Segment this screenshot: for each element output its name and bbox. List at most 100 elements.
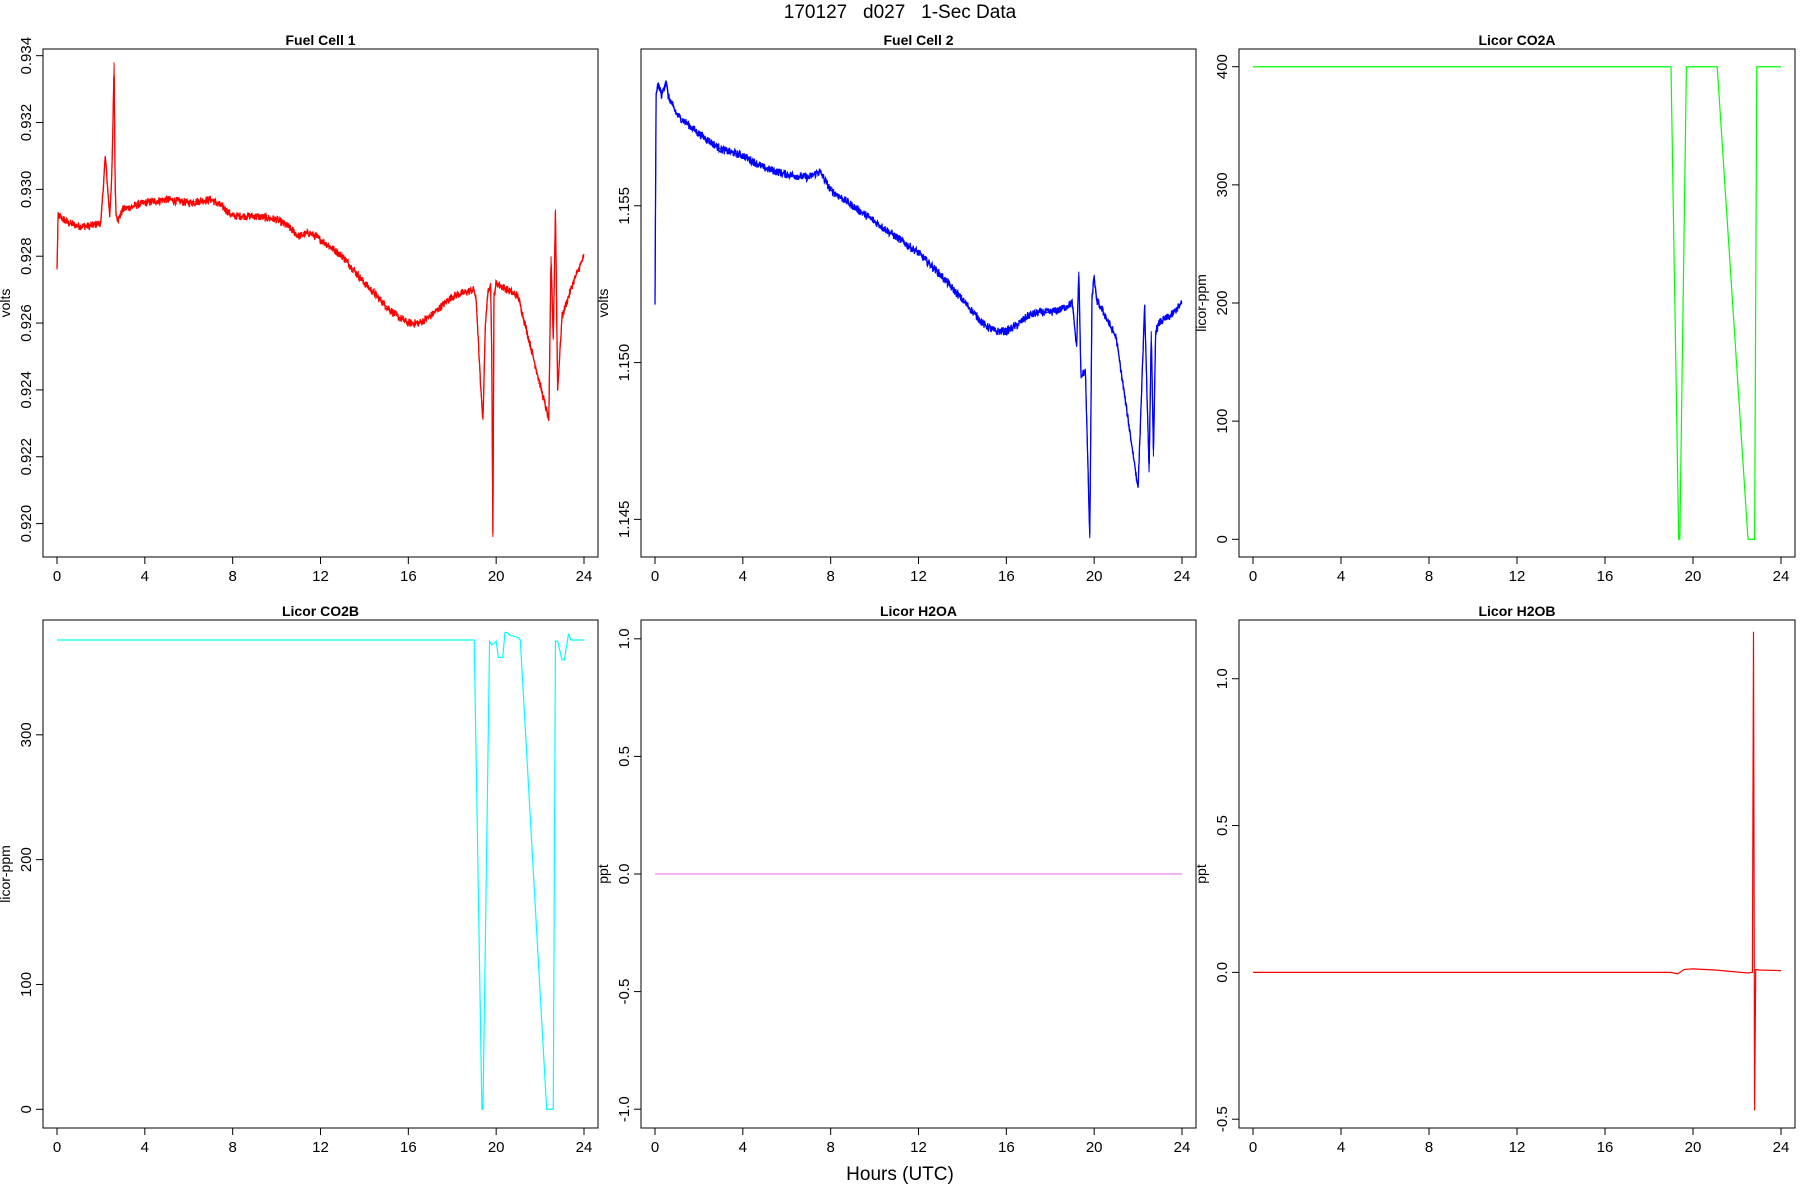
y-axis-label: volts — [595, 289, 611, 318]
x-tick-label: 0 — [651, 1139, 659, 1156]
x-tick-label: 20 — [1086, 1139, 1103, 1156]
series-line — [1253, 66, 1781, 540]
x-tick-label: 8 — [228, 568, 236, 585]
x-tick-label: 4 — [1337, 1139, 1345, 1156]
x-tick-label: 4 — [141, 1139, 149, 1156]
series-line — [1253, 631, 1782, 1111]
y-tick-label: -0.5 — [1214, 1106, 1231, 1132]
x-tick-label: 16 — [400, 568, 417, 585]
y-tick-label: 1.155 — [616, 187, 633, 225]
x-tick-label: 16 — [998, 568, 1015, 585]
x-tick-label: 24 — [1773, 1139, 1790, 1156]
y-tick-label: 200 — [18, 847, 35, 872]
y-axis-label: volts — [0, 289, 13, 318]
y-tick-label: 0.5 — [1214, 815, 1231, 836]
series-line — [57, 631, 584, 1110]
y-tick-label: 200 — [1214, 290, 1231, 315]
x-tick-label: 20 — [488, 568, 505, 585]
x-tick-label: 12 — [910, 1139, 927, 1156]
y-tick-label: 0.926 — [18, 304, 35, 342]
series-line — [654, 81, 1183, 535]
y-tick-label: 0.0 — [616, 864, 633, 885]
panel-5: Licor H2OA 0 4 8 12 16 20 24 -1.0 -0.5 0.0 0.5 1.0 pp… — [595, 603, 1197, 1156]
x-tick-label: 4 — [1337, 568, 1345, 585]
plot-frame — [1238, 619, 1796, 1129]
y-tick-label: 300 — [1214, 172, 1231, 197]
x-tick-label: 12 — [312, 568, 329, 585]
panel-title: Licor CO2B — [282, 603, 359, 619]
y-tick-label: 300 — [18, 722, 35, 747]
panel-title: Fuel Cell 2 — [883, 32, 953, 48]
x-tick-label: 16 — [998, 1139, 1015, 1156]
x-tick-label: 20 — [1685, 568, 1702, 585]
plot-frame — [42, 48, 599, 558]
x-tick-label: 24 — [1174, 568, 1191, 585]
panel-3: Licor CO2A 0 4 8 12 16 20 24 0 100 200 300 400 licor-… — [1193, 32, 1796, 585]
series-line-spikes — [56, 62, 585, 537]
y-tick-label: 0.922 — [18, 438, 35, 476]
panel-title: Licor CO2A — [1478, 32, 1555, 48]
x-tick-label: 12 — [1509, 568, 1526, 585]
x-tick-label: 8 — [826, 1139, 834, 1156]
x-tick-label: 8 — [1425, 568, 1433, 585]
x-tick-label: 4 — [739, 568, 747, 585]
x-tick-label: 16 — [1597, 1139, 1614, 1156]
plot-frame — [42, 619, 599, 1129]
y-axis-label: licor-ppm — [0, 845, 13, 903]
panel-1: Fuel Cell 1 0 4 8 12 16 20 24 0.920 0.922 0.924 0.9… — [0, 32, 599, 585]
x-tick-label: 8 — [228, 1139, 236, 1156]
y-tick-label: -0.5 — [616, 979, 633, 1005]
y-tick-label: 0.928 — [18, 237, 35, 275]
x-tick-label: 16 — [400, 1139, 417, 1156]
y-tick-label: 0.930 — [18, 171, 35, 209]
panel-2: Fuel Cell 2 0 4 8 12 16 20 24 1.145 1.150 1.155 vol… — [595, 32, 1197, 585]
plot-frame — [640, 48, 1197, 558]
x-tick-label: 4 — [141, 568, 149, 585]
panel-title: Fuel Cell 1 — [285, 32, 355, 48]
y-tick-label: 0.5 — [616, 746, 633, 767]
x-tick-label: 0 — [53, 568, 61, 585]
y-tick-label: 0.924 — [18, 371, 35, 409]
series-line — [56, 75, 585, 534]
panel-title: Licor H2OA — [880, 603, 957, 619]
y-tick-label: 1.150 — [616, 344, 633, 382]
x-tick-label: 24 — [1174, 1139, 1191, 1156]
y-tick-label: 0.932 — [18, 104, 35, 142]
y-tick-label: 0 — [1214, 535, 1231, 543]
y-tick-label: 0.0 — [1214, 962, 1231, 983]
x-tick-label: 24 — [576, 1139, 593, 1156]
x-tick-label: 16 — [1597, 568, 1614, 585]
y-axis-label: ppt — [595, 864, 611, 884]
x-tick-label: 8 — [826, 568, 834, 585]
x-tick-label: 0 — [1249, 568, 1257, 585]
x-tick-label: 20 — [1086, 568, 1103, 585]
x-tick-label: 12 — [312, 1139, 329, 1156]
x-tick-label: 8 — [1425, 1139, 1433, 1156]
y-tick-label: 1.0 — [1214, 668, 1231, 689]
panel-4: Licor CO2B 0 4 8 12 16 20 24 0 100 200 300 licor-ppm — [0, 603, 599, 1156]
y-tick-label: 1.0 — [616, 628, 633, 649]
x-tick-label: 0 — [1249, 1139, 1257, 1156]
plot-frame — [1238, 48, 1796, 558]
x-tick-label: 24 — [1773, 568, 1790, 585]
x-tick-label: 0 — [651, 568, 659, 585]
x-tick-label: 24 — [576, 568, 593, 585]
panel-6: Licor H2OB 0 4 8 12 16 20 24 -0.5 0.0 0.5 1.0 ppt — [1193, 603, 1796, 1156]
y-tick-label: 400 — [1214, 54, 1231, 79]
y-axis-label: licor-ppm — [1193, 274, 1209, 332]
x-tick-label: 20 — [1685, 1139, 1702, 1156]
x-tick-label: 4 — [739, 1139, 747, 1156]
x-tick-label: 12 — [910, 568, 927, 585]
x-tick-label: 12 — [1509, 1139, 1526, 1156]
y-tick-label: 100 — [1214, 409, 1231, 434]
y-tick-label: 1.145 — [616, 501, 633, 539]
panel-title: Licor H2OB — [1478, 603, 1555, 619]
x-axis-label: Hours (UTC) — [846, 1164, 954, 1185]
y-tick-label: 0.920 — [18, 505, 35, 543]
x-tick-label: 0 — [53, 1139, 61, 1156]
y-axis-label: ppt — [1193, 864, 1209, 884]
y-tick-label: -1.0 — [616, 1096, 633, 1122]
y-tick-label: 100 — [18, 972, 35, 997]
y-tick-label: 0 — [18, 1105, 35, 1113]
